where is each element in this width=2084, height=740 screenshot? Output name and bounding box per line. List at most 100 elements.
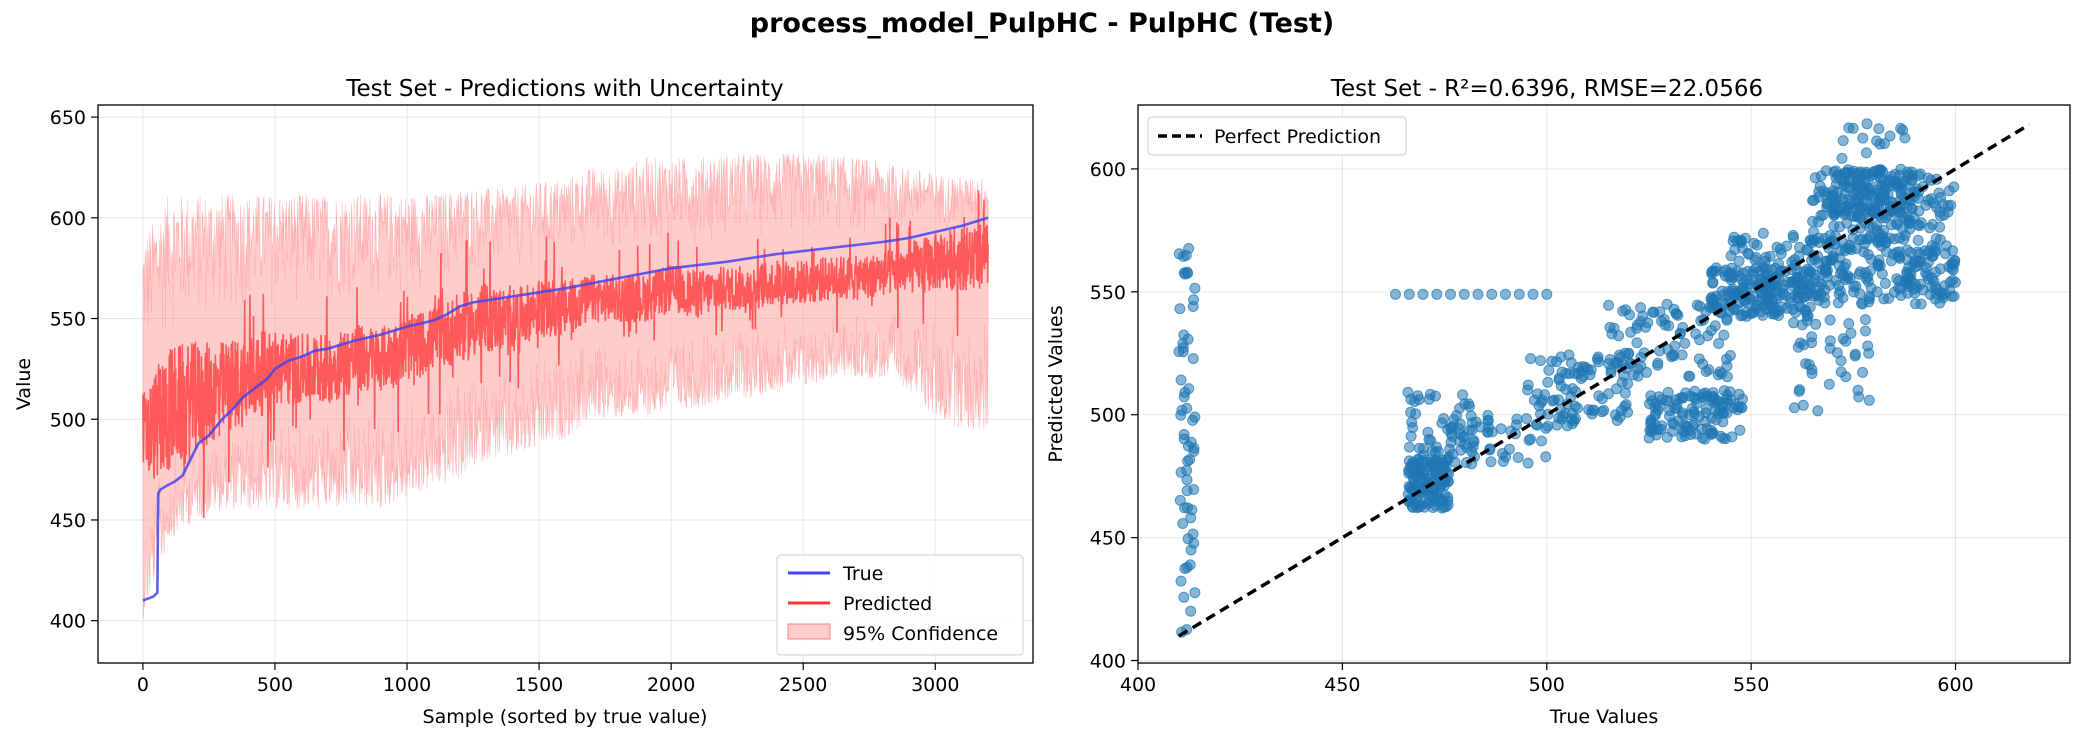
- scatter-point: [1669, 402, 1681, 414]
- scatter-point: [1909, 278, 1921, 290]
- scatter-point: [1757, 227, 1769, 239]
- scatter-point: [1497, 456, 1509, 467]
- scatter-point: [1541, 288, 1553, 300]
- scatter-point: [1444, 443, 1456, 455]
- scatter-point: [1817, 209, 1829, 221]
- scatter-point: [1543, 364, 1555, 376]
- x-tick-label: 500: [257, 674, 293, 696]
- scatter-point: [1726, 431, 1738, 443]
- true-vs-predicted-scatter: Test Set - R²=0.6396, RMSE=22.0566 400 45…: [1045, 76, 2071, 728]
- scatter-point: [1813, 237, 1825, 248]
- scatter-point: [1897, 211, 1909, 223]
- right-x-axis-label: True Values: [1549, 706, 1658, 728]
- scatter-point: [1837, 135, 1849, 147]
- scatter-point: [1890, 176, 1902, 187]
- scatter-point: [1808, 226, 1820, 238]
- scatter-point: [1179, 268, 1191, 280]
- scatter-point: [1185, 512, 1197, 524]
- scatter-point: [1546, 355, 1558, 367]
- x-tick-label: 2500: [779, 674, 827, 696]
- scatter-point: [1188, 445, 1200, 457]
- scatter-point: [1588, 404, 1600, 416]
- scatter-point: [1796, 319, 1808, 331]
- scatter-point: [1580, 361, 1591, 373]
- scatter-point: [1708, 293, 1720, 305]
- legend-confidence-label: 95% Confidence: [843, 623, 998, 645]
- scatter-point: [1773, 310, 1784, 321]
- scatter-point: [1438, 459, 1450, 471]
- scatter-point: [1823, 378, 1835, 390]
- scatter-point: [1831, 186, 1843, 198]
- scatter-point: [1707, 265, 1719, 277]
- scatter-point: [1895, 122, 1907, 134]
- scatter-point: [1717, 266, 1729, 278]
- scatter-point: [1806, 331, 1818, 343]
- scatter-point: [1733, 270, 1744, 282]
- scatter-point: [1735, 235, 1747, 247]
- scatter-point: [1522, 384, 1534, 396]
- x-tick-label: 500: [1529, 674, 1565, 696]
- scatter-point: [1525, 353, 1537, 365]
- scatter-point: [1879, 278, 1891, 289]
- scatter-point: [1926, 272, 1938, 284]
- scatter-point: [1849, 350, 1861, 362]
- scatter-point: [1178, 591, 1190, 603]
- scatter-point: [1661, 298, 1673, 310]
- scatter-point: [1860, 314, 1871, 326]
- scatter-point: [1679, 337, 1691, 349]
- y-tick-label: 450: [1090, 528, 1126, 550]
- scatter-point: [1701, 390, 1713, 402]
- scatter-point: [1794, 384, 1806, 396]
- scatter-point: [1840, 274, 1852, 286]
- scatter-point: [1654, 400, 1666, 412]
- scatter-point: [1406, 416, 1418, 428]
- scatter-point: [1947, 274, 1959, 286]
- scatter-point: [1500, 288, 1511, 300]
- scatter-point: [1840, 258, 1852, 270]
- scatter-point: [1700, 366, 1712, 377]
- scatter-point: [1819, 263, 1831, 274]
- true-line: [142, 216, 989, 602]
- scatter-point: [1796, 271, 1807, 283]
- scatter-point: [1824, 335, 1836, 347]
- y-tick-label: 550: [50, 309, 86, 331]
- scatter-point: [1470, 416, 1482, 428]
- scatter-point: [1177, 338, 1189, 349]
- scatter-point: [1485, 456, 1497, 468]
- scatter-point: [1854, 266, 1866, 278]
- right-y-ticks: 400 450 500 550 600: [1090, 159, 1138, 673]
- scatter-point: [1842, 194, 1854, 205]
- scatter-point: [1178, 391, 1190, 403]
- scatter-point: [1837, 333, 1849, 345]
- scatter-point: [1181, 485, 1193, 497]
- scatter-point: [1683, 409, 1695, 421]
- scatter-point: [1570, 413, 1581, 425]
- scatter-point: [1721, 360, 1733, 372]
- left-axes-frame: [97, 104, 1034, 664]
- y-tick-label: 400: [1090, 651, 1126, 673]
- scatter-point: [1935, 191, 1947, 203]
- scatter-point: [1431, 468, 1443, 480]
- scatter-point: [1390, 288, 1401, 300]
- scatter-point: [1185, 605, 1197, 617]
- scatter-point: [1436, 417, 1448, 429]
- right-y-axis-label: Predicted Values: [1045, 305, 1067, 462]
- scatter-point: [1757, 261, 1769, 273]
- scatter-point: [1872, 260, 1884, 272]
- scatter-point: [1748, 237, 1760, 249]
- scatter-point: [1840, 371, 1852, 383]
- scatter-point: [1733, 255, 1745, 267]
- scatter-point: [1851, 169, 1863, 180]
- scatter-point: [1885, 255, 1897, 267]
- legend-true-label: True: [842, 563, 883, 585]
- scatter-point: [1837, 292, 1849, 304]
- scatter-point: [1786, 256, 1798, 268]
- legend-predicted-label: Predicted: [843, 593, 932, 615]
- scatter-point: [1705, 428, 1717, 440]
- scatter-point: [1413, 442, 1425, 454]
- scatter-point: [1405, 430, 1417, 442]
- scatter-point: [1867, 222, 1879, 234]
- scatter-point: [1725, 250, 1737, 262]
- scatter-point: [1700, 403, 1712, 415]
- predicted-line: [142, 190, 989, 518]
